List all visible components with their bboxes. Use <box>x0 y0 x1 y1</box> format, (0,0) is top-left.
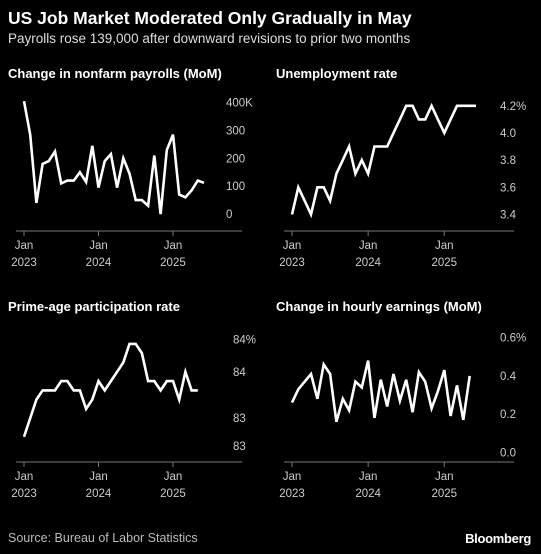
x-tick-label: Jan <box>435 471 454 483</box>
chart-title: US Job Market Moderated Only Gradually i… <box>8 8 412 28</box>
x-tick-label: 2024 <box>86 257 112 269</box>
x-tick-label: Jan <box>283 240 302 252</box>
y-tick-label: 0.6% <box>500 333 526 345</box>
y-tick-label: 4.0 <box>500 128 516 140</box>
y-tick-label: 200 <box>226 153 245 165</box>
x-tick-label: Jan <box>15 471 34 483</box>
x-tick-label: 2023 <box>279 488 305 500</box>
x-tick-label: 2024 <box>355 257 381 269</box>
bloomberg-logo: Bloomberg <box>465 531 531 546</box>
y-tick-label: 83 <box>233 441 246 453</box>
panel-title: Prime-age participation rate <box>8 299 180 314</box>
y-tick-label: 3.8 <box>500 155 516 167</box>
panel-title: Change in nonfarm payrolls (MoM) <box>8 66 222 81</box>
x-tick-label: Jan <box>164 240 183 252</box>
y-tick-label: 4.2% <box>500 101 526 113</box>
x-tick-label: Jan <box>359 240 378 252</box>
y-tick-label: 83 <box>233 413 246 425</box>
series-line <box>290 102 476 219</box>
x-tick-label: Jan <box>15 240 34 252</box>
y-tick-label: 84% <box>233 334 256 346</box>
y-tick-label: 3.6 <box>500 182 516 194</box>
x-tick-label: Jan <box>89 471 108 483</box>
y-tick-label: 100 <box>226 181 245 193</box>
x-tick-label: 2025 <box>431 488 457 500</box>
x-tick-label: 2025 <box>431 257 457 269</box>
y-tick-label: 300 <box>226 125 245 137</box>
series-line <box>22 100 205 215</box>
x-tick-label: 2023 <box>11 488 37 500</box>
y-tick-label: 0 <box>226 209 232 221</box>
y-tick-label: 0.4 <box>500 371 517 383</box>
x-tick-label: 2023 <box>11 257 37 269</box>
series-line <box>290 360 471 423</box>
x-tick-label: Jan <box>359 471 378 483</box>
y-tick-label: 400K <box>226 98 253 110</box>
y-tick-label: 0.0 <box>500 447 516 459</box>
x-tick-label: Jan <box>283 471 302 483</box>
y-tick-label: 3.4 <box>500 209 517 221</box>
panel-title: Change in hourly earnings (MoM) <box>276 299 482 314</box>
x-tick-label: 2025 <box>160 257 186 269</box>
x-tick-label: 2023 <box>279 257 305 269</box>
y-tick-label: 84 <box>233 367 246 379</box>
x-tick-label: 2024 <box>86 488 112 500</box>
source-note: Source: Bureau of Labor Statistics <box>8 531 198 545</box>
x-tick-label: 2025 <box>160 488 186 500</box>
y-tick-label: 0.2 <box>500 409 516 421</box>
x-tick-label: Jan <box>89 240 108 252</box>
x-tick-label: Jan <box>164 471 183 483</box>
x-tick-label: Jan <box>435 240 454 252</box>
x-tick-label: 2024 <box>355 488 381 500</box>
series-line <box>22 342 198 438</box>
panel-title: Unemployment rate <box>276 66 397 81</box>
chart-subtitle: Payrolls rose 139,000 after downward rev… <box>8 31 411 46</box>
